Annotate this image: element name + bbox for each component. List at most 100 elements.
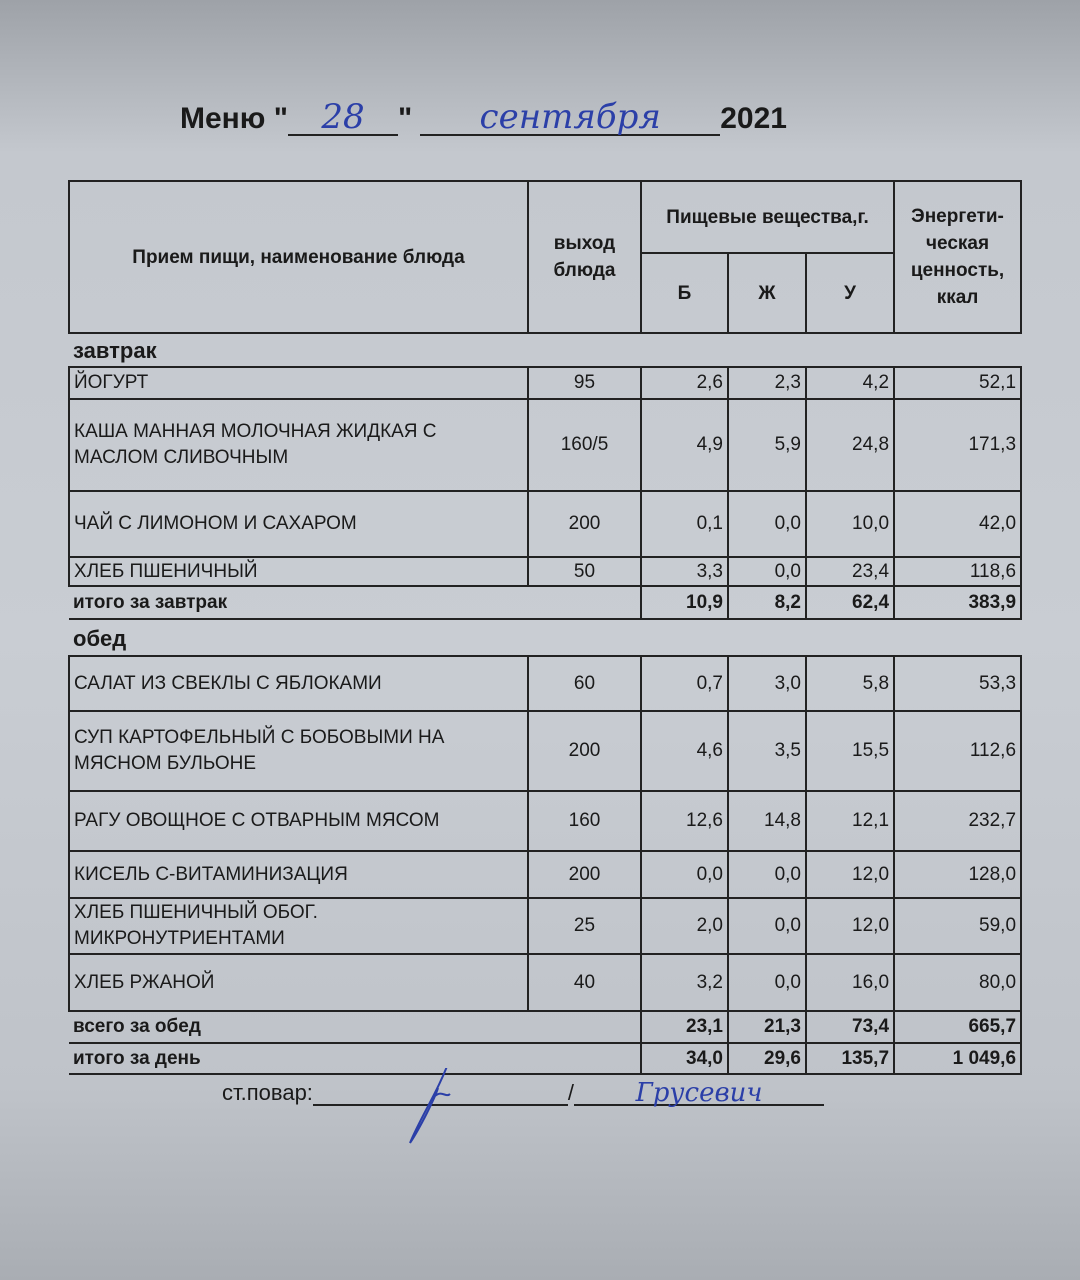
dish-u: 5,8	[804, 655, 896, 712]
header-dish: Прием пищи, наименование блюда	[68, 180, 529, 334]
dish-name: КАША МАННАЯ МОЛОЧНАЯ ЖИДКАЯ С МАСЛОМ СЛИ…	[68, 398, 529, 492]
handwritten-name: Грусевич	[574, 1078, 825, 1108]
dish-u: 12,0	[804, 850, 896, 899]
signature-label: ст.повар:	[222, 1080, 313, 1105]
dish-b: 0,0	[640, 850, 729, 899]
table-row: САЛАТ ИЗ СВЕКЛЫ С ЯБЛОКАМИ 60 0,7 3,0 5,8 53,…	[68, 655, 1023, 712]
handwritten-month: сентября	[420, 100, 721, 136]
signature-scribble-icon	[409, 1057, 452, 1144]
header-b: Б	[640, 252, 729, 334]
table-row: ХЛЕБ ПШЕНИЧНЫЙ ОБОГ. МИКРОНУТРИЕНТАМИ 25 2…	[68, 897, 1023, 955]
dish-u: 23,4	[804, 556, 896, 587]
dish-yield: 200	[527, 490, 642, 558]
section-breakfast: завтрак	[69, 332, 1022, 368]
total-label: всего за обед	[69, 1010, 641, 1044]
dish-kcal: 59,0	[893, 897, 1023, 955]
day-total-row: итого за день 34,0 29,6 135,7 1 049,6	[69, 1042, 1023, 1075]
dish-zh: 0,0	[727, 556, 807, 587]
total-zh: 21,3	[727, 1010, 807, 1044]
dish-zh: 3,5	[727, 710, 807, 792]
dish-zh: 0,0	[727, 953, 807, 1012]
total-zh: 29,6	[727, 1042, 807, 1075]
dish-kcal: 112,6	[893, 710, 1023, 792]
table-row: ЙОГУРТ 95 2,6 2,3 4,2 52,1	[68, 366, 1023, 400]
total-u: 135,7	[804, 1042, 896, 1075]
header-zh: Ж	[727, 252, 807, 334]
dish-yield: 200	[527, 850, 642, 899]
dish-yield: 40	[527, 953, 642, 1012]
dish-u: 15,5	[804, 710, 896, 792]
dish-b: 2,0	[640, 897, 729, 955]
dish-name: ХЛЕБ ПШЕНИЧНЫЙ	[68, 556, 529, 587]
dish-name: САЛАТ ИЗ СВЕКЛЫ С ЯБЛОКАМИ	[68, 655, 529, 712]
dish-kcal: 232,7	[893, 790, 1023, 852]
dish-zh: 5,9	[727, 398, 807, 492]
table-row: СУП КАРТОФЕЛЬНЫЙ С БОБОВЫМИ НА МЯСНОМ БУ…	[68, 710, 1023, 792]
table-row: РАГУ ОВОЩНОЕ С ОТВАРНЫМ МЯСОМ 160 12,6 14,8…	[68, 790, 1023, 852]
dish-u: 16,0	[804, 953, 896, 1012]
total-b: 23,1	[640, 1010, 729, 1044]
dish-u: 12,1	[804, 790, 896, 852]
dish-zh: 0,0	[727, 897, 807, 955]
menu-table: Прием пищи, наименование блюда выход блю…	[68, 180, 1023, 1075]
section-lunch: обед	[69, 618, 1022, 657]
dish-b: 12,6	[640, 790, 729, 852]
dish-b: 0,1	[640, 490, 729, 558]
dish-yield: 95	[527, 366, 642, 400]
total-u: 73,4	[804, 1010, 896, 1044]
handwritten-day: 28	[287, 100, 398, 136]
dish-kcal: 53,3	[893, 655, 1023, 712]
header-yield: выход блюда	[527, 180, 642, 334]
page-title: Меню " 28 " сентября 2021	[180, 100, 787, 136]
dish-kcal: 80,0	[893, 953, 1023, 1012]
header-nutrients: Пищевые вещества,г.	[639, 180, 896, 254]
dish-name: ХЛЕБ ПШЕНИЧНЫЙ ОБОГ. МИКРОНУТРИЕНТАМИ	[68, 897, 529, 955]
table-row: ЧАЙ С ЛИМОНОМ И САХАРОМ 200 0,1 0,0 10,0 42,0	[68, 490, 1023, 558]
title-quote: "	[397, 102, 413, 135]
header-energy: Энергети-ческая ценность, ккал	[893, 180, 1023, 334]
dish-kcal: 52,1	[893, 366, 1023, 400]
dish-u: 24,8	[804, 398, 896, 492]
total-kcal: 665,7	[893, 1010, 1023, 1044]
dish-zh: 0,0	[727, 850, 807, 899]
dish-b: 0,7	[640, 655, 729, 712]
title-prefix: Меню "	[180, 102, 288, 135]
dish-kcal: 128,0	[893, 850, 1023, 899]
dish-b: 3,3	[640, 556, 729, 587]
dish-b: 4,6	[640, 710, 729, 792]
total-zh: 8,2	[727, 585, 807, 620]
signature-separator: /	[567, 1080, 575, 1105]
title-year: 2021	[720, 102, 787, 135]
dish-yield: 200	[527, 710, 642, 792]
dish-yield: 160	[527, 790, 642, 852]
breakfast-total-row: итого за завтрак 10,9 8,2 62,4 383,9	[69, 585, 1023, 620]
total-b: 34,0	[640, 1042, 729, 1075]
header-u: У	[804, 252, 896, 334]
table-row: КИСЕЛЬ С-ВИТАМИНИЗАЦИЯ 200 0,0 0,0 12,0 128,0	[68, 850, 1023, 899]
dish-b: 4,9	[640, 398, 729, 492]
dish-u: 12,0	[804, 897, 896, 955]
dish-name: РАГУ ОВОЩНОЕ С ОТВАРНЫМ МЯСОМ	[68, 790, 529, 852]
dish-zh: 2,3	[727, 366, 807, 400]
dish-yield: 160/5	[527, 398, 642, 492]
dish-name: ХЛЕБ РЖАНОЙ	[68, 953, 529, 1012]
dish-name: КИСЕЛЬ С-ВИТАМИНИЗАЦИЯ	[68, 850, 529, 899]
dish-name: СУП КАРТОФЕЛЬНЫЙ С БОБОВЫМИ НА МЯСНОМ БУ…	[68, 710, 529, 792]
dish-name: ЧАЙ С ЛИМОНОМ И САХАРОМ	[68, 490, 529, 558]
total-kcal: 383,9	[893, 585, 1023, 620]
dish-zh: 14,8	[727, 790, 807, 852]
dish-zh: 0,0	[727, 490, 807, 558]
dish-name: ЙОГУРТ	[68, 366, 529, 400]
dish-zh: 3,0	[727, 655, 807, 712]
table-row: ХЛЕБ РЖАНОЙ 40 3,2 0,0 16,0 80,0	[68, 953, 1023, 1012]
dish-kcal: 118,6	[893, 556, 1023, 587]
total-kcal: 1 049,6	[893, 1042, 1023, 1075]
dish-yield: 50	[527, 556, 642, 587]
total-label: итого за завтрак	[69, 585, 641, 620]
table-row: ХЛЕБ ПШЕНИЧНЫЙ 50 3,3 0,0 23,4 118,6	[68, 556, 1023, 587]
dish-u: 4,2	[804, 366, 896, 400]
lunch-total-row: всего за обед 23,1 21,3 73,4 665,7	[69, 1010, 1023, 1044]
dish-u: 10,0	[804, 490, 896, 558]
dish-kcal: 171,3	[893, 398, 1023, 492]
handwritten-signature	[312, 1057, 568, 1144]
